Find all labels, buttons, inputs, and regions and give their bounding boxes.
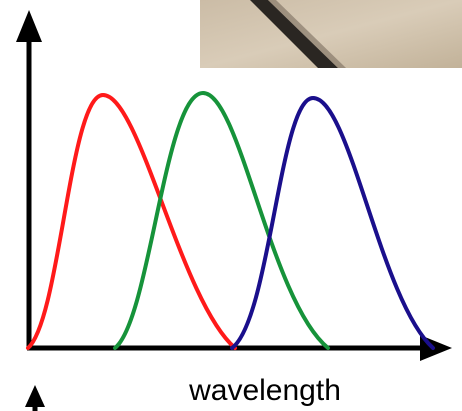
photo: [200, 0, 462, 68]
curves: [26, 90, 435, 350]
second-axis-fragment: [25, 385, 45, 411]
y-axis-stub-arrow: [25, 385, 45, 407]
axis-label: wavelength: [188, 374, 341, 407]
y-axis-arrow: [16, 10, 42, 42]
photo-shadow: [268, 0, 346, 68]
green-curve: [113, 90, 330, 350]
red-curve: [26, 92, 237, 350]
blue-curve: [230, 95, 435, 350]
photo-stripe: [250, 0, 338, 68]
